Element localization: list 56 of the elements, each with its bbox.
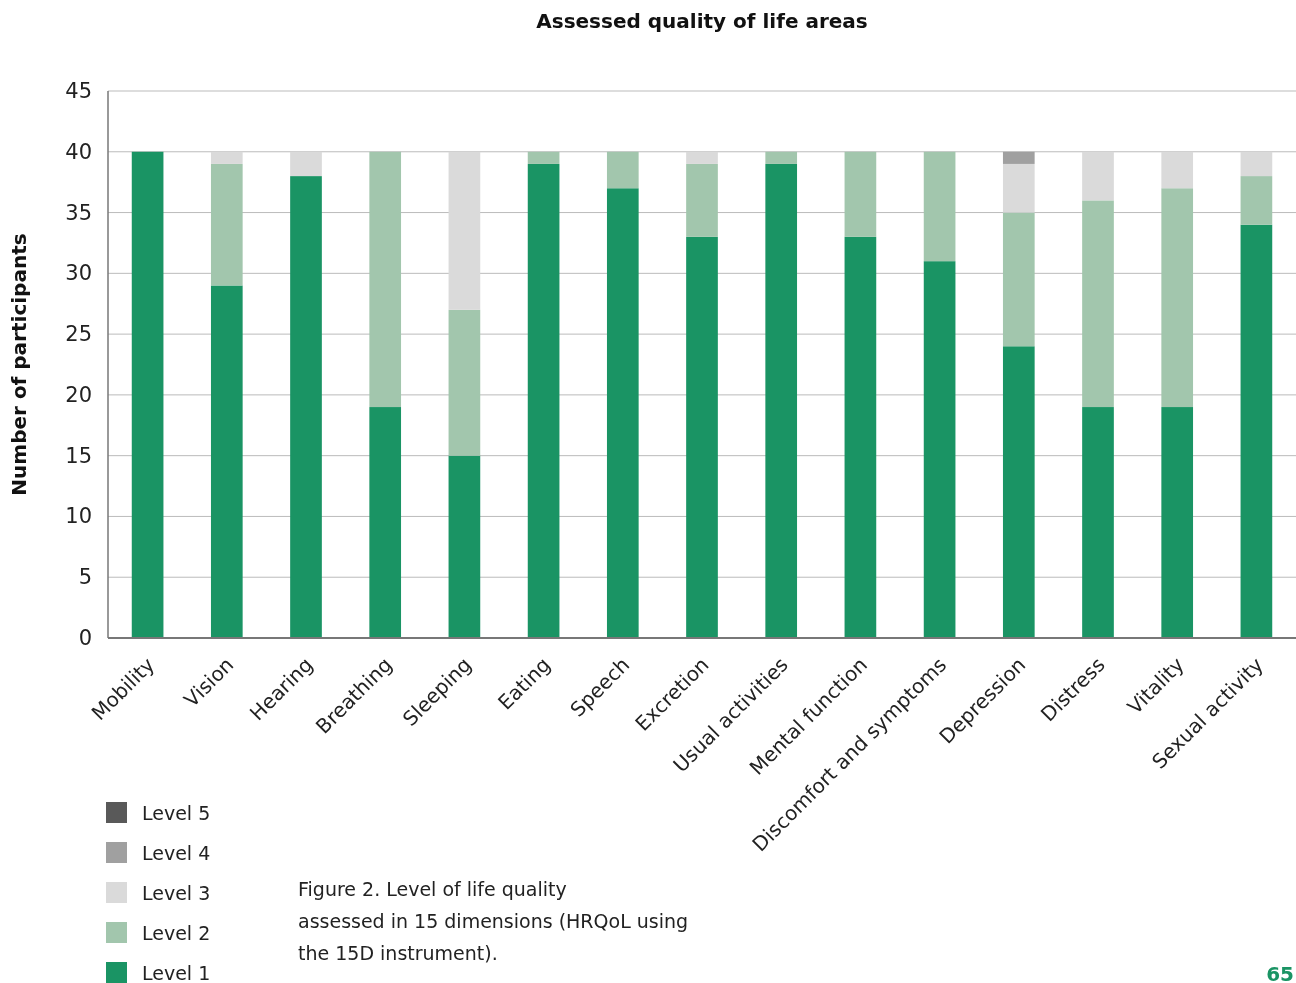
chart-title: Assessed quality of life areas bbox=[536, 9, 868, 33]
bar bbox=[1240, 176, 1273, 225]
bar bbox=[131, 151, 164, 638]
legend-label: Level 2 bbox=[142, 922, 211, 944]
y-tick-label: 10 bbox=[65, 504, 92, 529]
legend-label: Level 3 bbox=[142, 882, 211, 904]
y-tick-label: 15 bbox=[65, 443, 92, 468]
legend-label: Level 5 bbox=[142, 802, 211, 824]
bar bbox=[448, 455, 481, 638]
bar bbox=[923, 261, 956, 638]
bar bbox=[765, 163, 798, 638]
bar bbox=[1240, 224, 1273, 638]
y-tick-label: 20 bbox=[65, 382, 92, 407]
bar bbox=[369, 151, 402, 408]
bar bbox=[1161, 151, 1194, 189]
bar bbox=[527, 163, 560, 638]
y-tick-label: 35 bbox=[65, 200, 92, 225]
bar bbox=[1002, 212, 1035, 347]
bar bbox=[686, 163, 718, 237]
bar bbox=[1161, 188, 1194, 408]
y-tick-label: 40 bbox=[65, 139, 92, 164]
legend-label: Level 1 bbox=[142, 962, 211, 983]
bar bbox=[923, 151, 956, 262]
bar bbox=[1082, 407, 1114, 638]
bar bbox=[369, 407, 402, 638]
bar bbox=[686, 151, 718, 164]
bar bbox=[210, 151, 243, 164]
bar bbox=[448, 309, 481, 456]
bar bbox=[1161, 407, 1194, 638]
bar bbox=[606, 188, 639, 638]
y-tick-label: 0 bbox=[78, 626, 92, 650]
bar bbox=[844, 151, 877, 237]
bar bbox=[210, 163, 243, 286]
bar bbox=[1240, 151, 1273, 177]
caption: Figure 2. Level of life quality assessed in 15 dimensions (HRQoL using the 15D instrument). bbox=[298, 878, 689, 964]
bar bbox=[1082, 151, 1114, 201]
bar bbox=[527, 151, 560, 164]
bar bbox=[1002, 151, 1035, 164]
bar bbox=[290, 151, 322, 177]
bar bbox=[765, 151, 798, 164]
bar bbox=[210, 285, 243, 638]
bar bbox=[686, 236, 718, 638]
bar bbox=[606, 151, 639, 189]
y-tick-label: 30 bbox=[65, 261, 92, 286]
y-tick-label: 5 bbox=[78, 565, 92, 590]
text: 65 bbox=[1266, 962, 1294, 983]
y-tick-label: 25 bbox=[65, 322, 92, 347]
bar bbox=[448, 151, 481, 310]
y-axis-title: Number of participants bbox=[7, 233, 31, 496]
legend-label: Level 4 bbox=[142, 842, 211, 864]
bar bbox=[1002, 163, 1035, 213]
bar bbox=[1002, 346, 1035, 638]
bar bbox=[290, 176, 322, 638]
bar bbox=[844, 236, 877, 638]
bar bbox=[1082, 200, 1114, 408]
y-tick-label: 45 bbox=[65, 79, 92, 103]
